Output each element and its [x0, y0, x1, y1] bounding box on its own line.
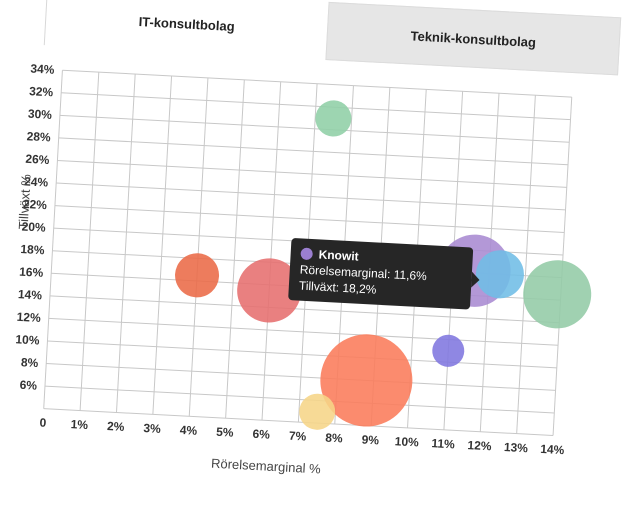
- grid-line-horizontal: [59, 114, 570, 143]
- grid-line-horizontal: [48, 317, 559, 346]
- y-axis-title: Tillväxt %: [16, 173, 34, 229]
- bubble-point[interactable]: [235, 257, 302, 324]
- y-tick-label: 10%: [15, 332, 40, 347]
- x-tick-label: 5%: [216, 425, 234, 440]
- bubble-point[interactable]: [318, 332, 415, 429]
- grid-line-vertical: [261, 81, 282, 421]
- grid-line-horizontal: [44, 385, 555, 414]
- x-tick-label: 1%: [70, 417, 88, 432]
- grid-line-horizontal: [62, 69, 572, 98]
- tooltip: Knowit Rörelsemarginal: 11,6% Tillväxt: …: [288, 237, 474, 310]
- x-tick-label: 6%: [252, 427, 270, 442]
- grid-line-horizontal: [57, 159, 567, 188]
- bubble-point[interactable]: [298, 393, 336, 431]
- x-axis-ticks: 0 1% 2% 3% 4% 5% 6% 7% 8% 9% 10% 11% 12% 13% 14%: [39, 416, 565, 458]
- tooltip-series-dot: [300, 247, 314, 261]
- x-axis-title: Rörelsemarginal %: [211, 456, 322, 477]
- x-tick-label: 0: [39, 416, 47, 430]
- y-tick-label: 12%: [16, 310, 41, 325]
- grid-line-horizontal: [47, 340, 557, 369]
- bubble-point[interactable]: [431, 334, 465, 368]
- y-tick-label: 20%: [21, 219, 46, 234]
- bubble-point[interactable]: [314, 99, 352, 137]
- y-tick-label: 16%: [19, 265, 44, 280]
- grid-line-horizontal: [54, 205, 565, 233]
- y-tick-label: 34%: [30, 62, 55, 77]
- x-tick-label: 9%: [361, 433, 379, 448]
- grid-line-horizontal: [58, 137, 569, 166]
- grid-line-vertical: [152, 75, 173, 415]
- grid-line-horizontal: [56, 182, 566, 211]
- x-tick-label: 11%: [431, 436, 455, 451]
- x-tick-label: 7%: [289, 429, 307, 444]
- grid-line-vertical: [43, 70, 63, 409]
- grid-line-vertical: [516, 95, 536, 434]
- y-axis-ticks: 6% 8% 10% 12% 14% 16% 18% 20% 22% 24% 26% 28% 30% 32%…: [15, 62, 55, 393]
- x-tick-label: 10%: [394, 434, 419, 449]
- y-tick-label: 18%: [20, 242, 45, 257]
- y-tick-label: 22%: [23, 197, 48, 212]
- grid-line-horizontal: [43, 408, 554, 437]
- bubble-point[interactable]: [521, 258, 593, 330]
- y-tick-label: 6%: [19, 378, 37, 393]
- x-tick-label: 4%: [179, 423, 197, 438]
- y-tick-label: 30%: [28, 107, 53, 122]
- grid-line-horizontal: [46, 363, 556, 391]
- grid-line-vertical: [225, 79, 245, 419]
- x-tick-label: 14%: [540, 442, 565, 457]
- grid-line-horizontal: [61, 92, 571, 121]
- grid-line-horizontal: [49, 295, 560, 324]
- y-tick-label: 26%: [25, 152, 50, 167]
- y-tick-label: 8%: [21, 355, 39, 370]
- y-tick-label: 14%: [18, 287, 43, 302]
- x-tick-label: 8%: [325, 431, 343, 446]
- bubble-point[interactable]: [174, 252, 220, 298]
- x-tick-label: 12%: [467, 438, 492, 453]
- x-tick-label: 2%: [107, 419, 125, 434]
- y-tick-label: 24%: [24, 174, 49, 189]
- grid-line-vertical: [188, 77, 209, 417]
- x-tick-label: 13%: [504, 440, 529, 455]
- y-tick-label: 28%: [26, 129, 51, 144]
- y-tick-label: 32%: [29, 84, 54, 99]
- grid-line-vertical: [79, 72, 100, 411]
- bubble-point[interactable]: [475, 249, 526, 300]
- x-tick-label: 3%: [143, 421, 161, 436]
- grid-line-vertical: [115, 74, 136, 413]
